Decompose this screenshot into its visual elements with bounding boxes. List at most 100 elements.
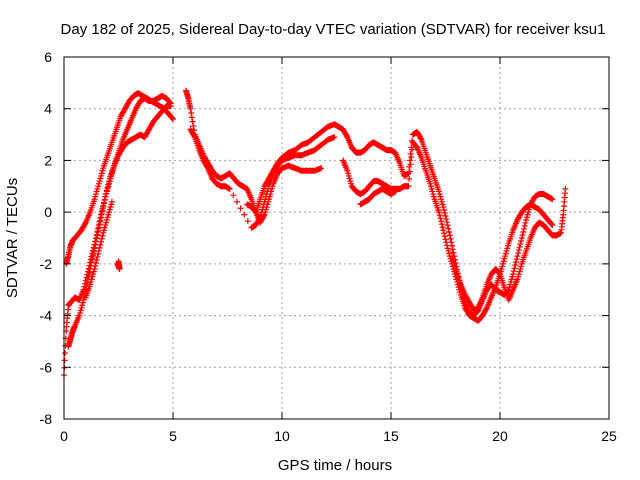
- data-point: [446, 232, 453, 239]
- data-point: [100, 203, 107, 210]
- data-point: [406, 157, 413, 164]
- data-point: [417, 135, 424, 142]
- grid-lines: [64, 57, 609, 419]
- data-point: [98, 238, 105, 245]
- data-point: [237, 205, 244, 212]
- y-tick-label: -6: [40, 359, 53, 375]
- data-point: [187, 105, 194, 112]
- data-point: [204, 163, 211, 170]
- data-point: [438, 221, 445, 228]
- data-point: [548, 221, 555, 228]
- data-point: [435, 209, 442, 216]
- data-point: [522, 219, 529, 226]
- y-tick-label: 4: [44, 101, 52, 117]
- data-point: [438, 218, 445, 225]
- data-point: [443, 239, 450, 246]
- data-point: [441, 230, 448, 237]
- data-point: [95, 228, 102, 235]
- data-point: [190, 122, 197, 129]
- data-point: [99, 232, 106, 239]
- x-axis-label: GPS time / hours: [278, 457, 392, 474]
- data-point: [549, 222, 556, 229]
- y-tick-label: -4: [40, 308, 53, 324]
- x-tick-label: 10: [274, 428, 290, 444]
- data-point: [98, 235, 105, 242]
- data-point: [521, 222, 528, 229]
- data-point: [518, 238, 525, 245]
- data-point: [103, 187, 110, 194]
- data-point: [260, 213, 267, 220]
- data-point: [244, 218, 251, 225]
- data-point: [562, 185, 569, 192]
- data-point: [318, 165, 325, 172]
- y-tick-label: -8: [40, 411, 53, 427]
- data-point: [169, 115, 176, 122]
- data-point: [89, 255, 96, 262]
- data-point: [406, 175, 413, 182]
- data-point: [514, 253, 521, 260]
- data-point: [98, 210, 105, 217]
- data-point: [88, 259, 95, 266]
- data-point: [98, 214, 105, 221]
- data-point: [549, 196, 556, 203]
- data-point: [450, 249, 457, 256]
- data-point: [97, 217, 104, 224]
- data-point: [188, 110, 195, 117]
- data-point: [108, 198, 115, 205]
- data-point: [408, 153, 415, 160]
- series-track-i: [335, 123, 556, 319]
- y-tick-label: 6: [44, 49, 52, 65]
- data-point: [449, 242, 456, 249]
- series-track-d: [82, 198, 115, 301]
- data-point: [188, 114, 195, 121]
- data-point: [102, 193, 109, 200]
- data-point: [512, 262, 519, 269]
- data-point: [519, 231, 526, 238]
- y-axis-label: SDTVAR / TECUs: [4, 178, 21, 298]
- data-point: [61, 357, 68, 364]
- data-point: [331, 134, 338, 141]
- data-point: [515, 247, 522, 254]
- x-tick-label: 0: [60, 428, 68, 444]
- data-point: [92, 259, 99, 266]
- data-point: [392, 188, 399, 195]
- data-point: [106, 178, 113, 185]
- series-track-c: [65, 103, 174, 350]
- y-tick-label: 2: [44, 152, 52, 168]
- data-point: [443, 242, 450, 249]
- data-point: [439, 224, 446, 231]
- data-point: [436, 212, 443, 219]
- data-point: [96, 221, 103, 228]
- data-point: [92, 241, 99, 248]
- data-point: [510, 271, 517, 278]
- x-tick-label: 5: [169, 428, 177, 444]
- data-point: [62, 350, 69, 357]
- data-point: [447, 235, 454, 242]
- data-point: [82, 220, 89, 227]
- data-point: [442, 213, 449, 220]
- data-point: [513, 256, 520, 263]
- y-tick-label: -2: [40, 256, 53, 272]
- data-point: [167, 103, 174, 110]
- data-point: [241, 211, 248, 218]
- data-point: [101, 197, 108, 204]
- data-point: [520, 228, 527, 235]
- data-point: [441, 233, 448, 240]
- data-point: [91, 266, 98, 273]
- data-point: [515, 250, 522, 257]
- data-point: [405, 183, 412, 190]
- data-point: [93, 256, 100, 263]
- series-track-b: [63, 90, 176, 267]
- data-point: [233, 198, 240, 205]
- data-point: [115, 258, 122, 265]
- data-point: [407, 150, 414, 157]
- data-point: [483, 306, 490, 313]
- series-track-e: [114, 258, 123, 273]
- data-point: [440, 203, 447, 210]
- chart-title: Day 182 of 2025, Sidereal Day-to-day VTE…: [61, 21, 606, 38]
- data-point: [93, 235, 100, 241]
- data-point: [99, 207, 106, 214]
- data-point: [440, 227, 447, 234]
- data-point: [94, 253, 101, 260]
